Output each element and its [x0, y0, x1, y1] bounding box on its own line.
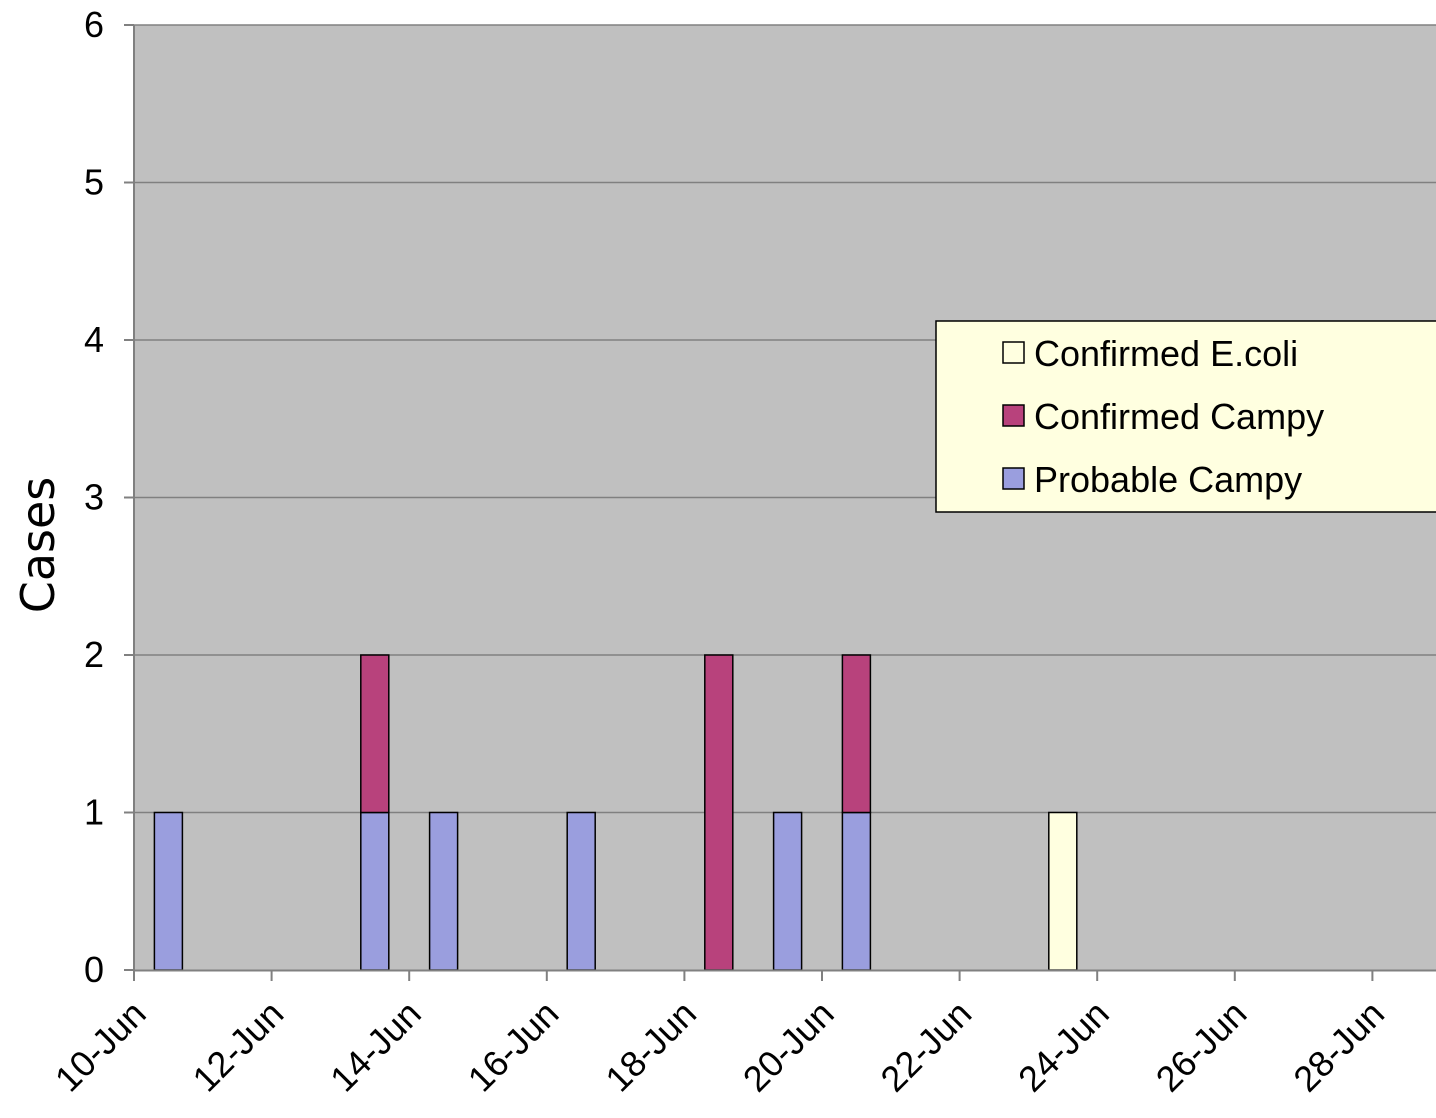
- y-tick-label: 4: [84, 319, 104, 360]
- y-tick-label: 5: [84, 162, 104, 203]
- bar-confirmed-campy: [360, 654, 390, 814]
- bar-confirmed-campy: [841, 654, 872, 814]
- gridlines: [134, 24, 1436, 814]
- x-axis-ticks: 10-Jun 12-Jun 14-Jun 16-Jun 18-Jun 20-Jun 22-J…: [47, 970, 1392, 1099]
- legend-swatch: [1002, 341, 1025, 364]
- bar-confirmed-campy: [704, 654, 734, 971]
- y-axis-ticks: 0 1 2 3 4 5 6: [84, 4, 134, 990]
- x-tick-label: 28-Jun: [1285, 993, 1392, 1100]
- bar-probable-campy: [153, 811, 184, 971]
- legend-swatch: [1002, 404, 1025, 427]
- x-tick-label: 12-Jun: [184, 993, 291, 1100]
- bar-probable-campy: [428, 811, 459, 971]
- y-tick-label: 2: [84, 634, 104, 675]
- bar-probable-campy: [772, 811, 803, 971]
- y-tick-label: 0: [84, 949, 104, 990]
- bar-probable-campy: [841, 811, 872, 971]
- y-tick-label: 1: [84, 792, 104, 833]
- y-axis-label: Cases: [11, 477, 65, 614]
- x-tick-label: 14-Jun: [322, 993, 429, 1100]
- x-tick-label: 20-Jun: [735, 993, 842, 1100]
- legend-label: Probable Campy: [1034, 459, 1302, 500]
- legend: Confirmed E.coli Confirmed Campy Probable …: [935, 320, 1436, 513]
- x-tick-label: 26-Jun: [1148, 993, 1255, 1100]
- legend-label: Confirmed E.coli: [1034, 333, 1298, 374]
- y-tick-label: 6: [84, 4, 104, 45]
- x-tick-label: 24-Jun: [1010, 993, 1117, 1100]
- bar-confirmed-e-coli: [1048, 811, 1078, 971]
- y-tick-label: 3: [84, 477, 104, 518]
- legend-swatch: [1002, 467, 1025, 490]
- x-tick-label: 16-Jun: [460, 993, 567, 1100]
- bar-probable-campy: [566, 811, 596, 971]
- bars: [153, 654, 1078, 971]
- bar-probable-campy: [360, 811, 390, 971]
- x-tick-label: 22-Jun: [872, 993, 979, 1100]
- x-tick-label: 18-Jun: [597, 993, 704, 1100]
- legend-label: Confirmed Campy: [1034, 396, 1324, 437]
- x-tick-label: 10-Jun: [47, 993, 154, 1100]
